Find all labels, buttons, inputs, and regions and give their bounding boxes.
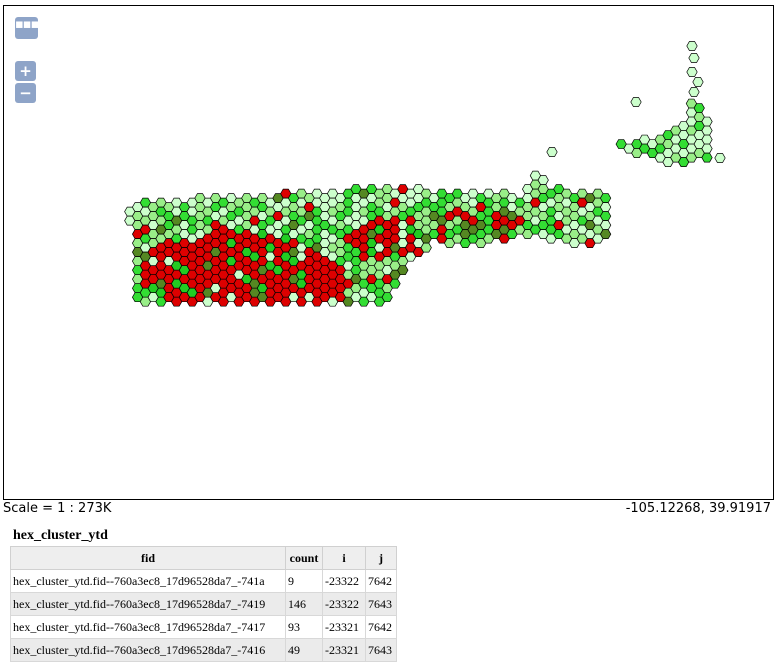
cell-i: -23322: [322, 569, 366, 593]
cell-i: -23322: [322, 592, 366, 616]
cell-j: 7642: [365, 569, 397, 593]
hex-cell[interactable]: [693, 103, 705, 113]
hex-cell[interactable]: [389, 278, 401, 289]
minus-icon: −: [19, 84, 32, 102]
column-header-j: j: [365, 546, 397, 570]
table-row: hex_cluster_ytd.fid--760a3ec8_17d96528da…: [10, 615, 397, 639]
cell-count: 49: [285, 638, 323, 662]
cell-count: 9: [285, 569, 323, 593]
column-header-count: count: [285, 546, 323, 570]
cell-fid: hex_cluster_ytd.fid--760a3ec8_17d96528da…: [10, 615, 286, 639]
zoom-in-button[interactable]: +: [15, 61, 36, 81]
hex-cell[interactable]: [420, 242, 432, 253]
hex-cell[interactable]: [701, 134, 713, 145]
cell-count: 93: [285, 615, 323, 639]
hex-cell[interactable]: [599, 193, 612, 203]
cell-i: -23321: [322, 638, 366, 662]
hex-cell[interactable]: [688, 53, 700, 63]
hex-cell[interactable]: [701, 116, 713, 127]
mouse-coordinates: -105.12268, 39.91917: [625, 501, 771, 516]
hex-cell[interactable]: [599, 211, 612, 221]
hex-cell[interactable]: [546, 147, 558, 157]
hex-cell[interactable]: [599, 220, 612, 230]
hex-cluster-layer[interactable]: [4, 6, 773, 499]
hex-cell[interactable]: [701, 125, 713, 136]
table-row: hex_cluster_ytd.fid--760a3ec8_17d96528da…: [10, 638, 397, 662]
layer-switcher-button[interactable]: ▪▪▪: [15, 17, 39, 39]
hex-cell[interactable]: [686, 67, 698, 77]
cell-j: 7642: [365, 615, 397, 639]
zoom-out-button[interactable]: −: [15, 83, 36, 103]
column-header-fid: fid: [10, 546, 286, 570]
layer-title: hex_cluster_ytd: [13, 528, 108, 543]
scale-readout: Scale = 1 : 273K: [3, 501, 112, 516]
hex-cell[interactable]: [688, 87, 700, 97]
table-row: hex_cluster_ytd.fid--760a3ec8_17d96528da…: [10, 592, 397, 616]
hex-cell[interactable]: [537, 175, 549, 185]
cell-i: -23321: [322, 615, 366, 639]
hex-cell[interactable]: [692, 77, 704, 87]
layer-switcher-icon: ▪▪▪: [15, 17, 39, 32]
hex-cell[interactable]: [630, 97, 642, 107]
cell-j: 7643: [365, 592, 397, 616]
cell-fid: hex_cluster_ytd.fid--760a3ec8_17d96528da…: [10, 592, 286, 616]
hex-cell[interactable]: [599, 202, 612, 212]
hex-cell[interactable]: [397, 265, 409, 276]
cell-fid: hex_cluster_ytd.fid--760a3ec8_17d96528da…: [10, 638, 286, 662]
cell-j: 7643: [365, 638, 397, 662]
hex-cell[interactable]: [381, 292, 393, 303]
table-header-row: fid count i j: [10, 546, 397, 570]
hex-cell[interactable]: [599, 229, 612, 239]
cell-fid: hex_cluster_ytd.fid--760a3ec8_17d96528da…: [10, 569, 286, 593]
hex-cell[interactable]: [701, 152, 713, 163]
table-row: hex_cluster_ytd.fid--760a3ec8_17d96528da…: [10, 569, 397, 593]
plus-icon: +: [19, 62, 32, 80]
cell-count: 146: [285, 592, 323, 616]
hex-cell[interactable]: [686, 41, 698, 51]
column-header-i: i: [322, 546, 366, 570]
map-viewport[interactable]: ▪▪▪ + −: [3, 5, 774, 500]
hex-cell[interactable]: [701, 143, 713, 154]
feature-info-table: fid count i j hex_cluster_ytd.fid--760a3…: [10, 546, 397, 662]
hex-cell[interactable]: [714, 153, 726, 163]
